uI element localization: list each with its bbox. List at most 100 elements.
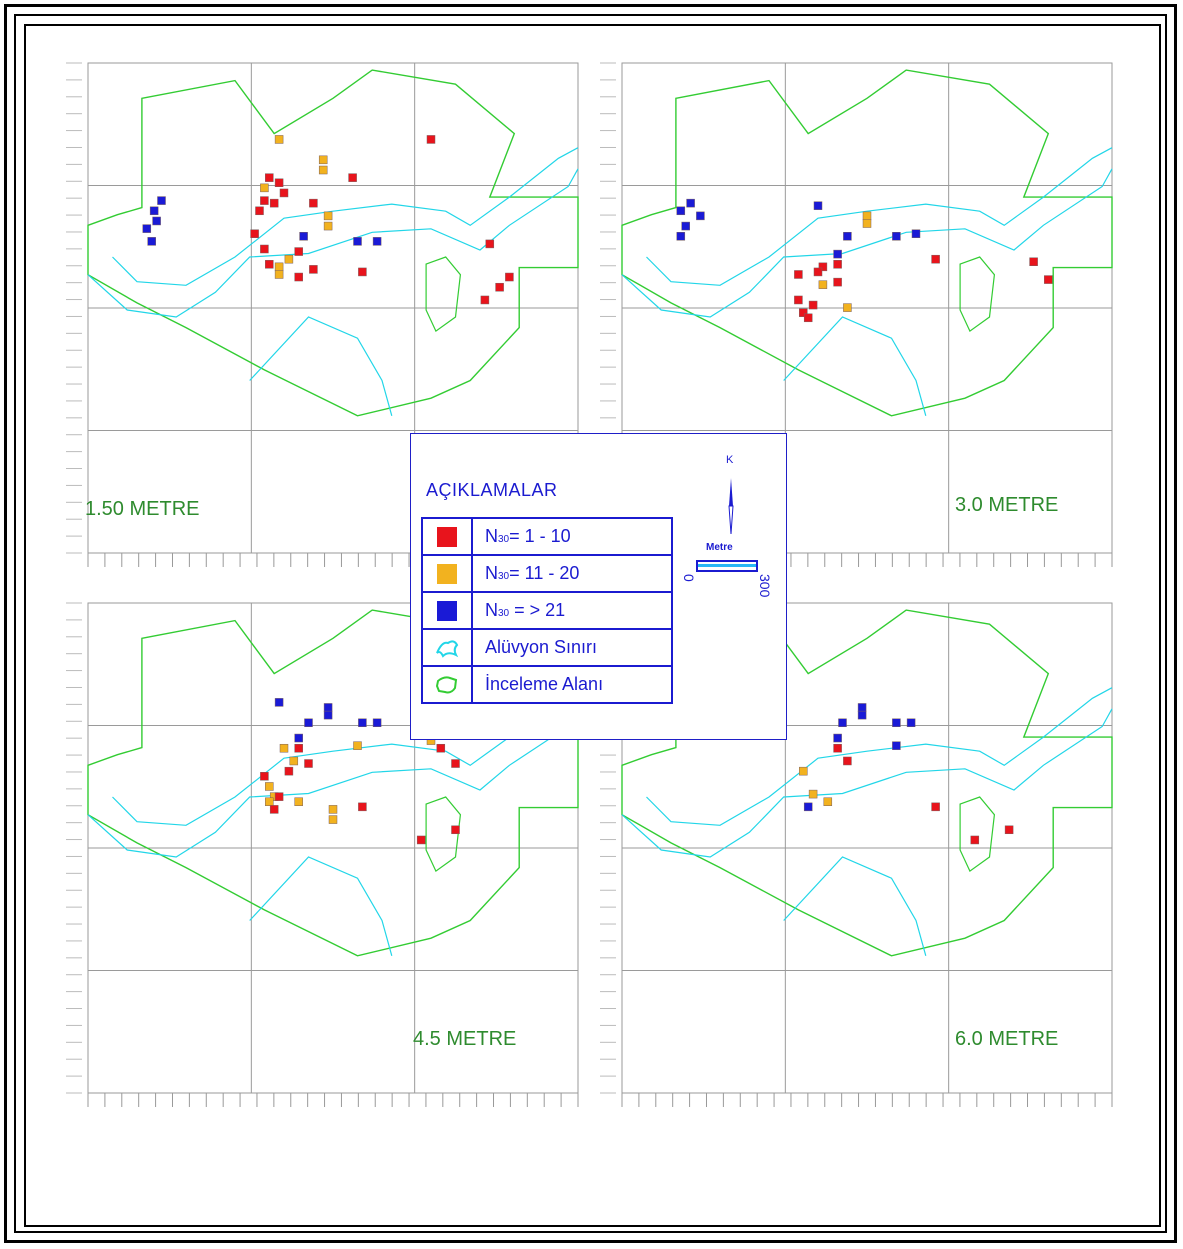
spt-point-low — [260, 196, 269, 205]
spt-point-high — [274, 698, 284, 707]
alluvium-boundary — [783, 856, 927, 956]
alluvium-boundary — [249, 856, 393, 956]
spt-point-low — [803, 313, 813, 323]
spt-point-low — [1044, 275, 1053, 284]
spt-point-low — [843, 756, 852, 766]
legend-item-mid: N30= 11 - 20 — [423, 554, 671, 591]
alluvium-boundary — [87, 168, 579, 318]
spt-point-high — [838, 718, 847, 728]
alluvium-boundary — [621, 708, 1113, 858]
spt-point-mid — [843, 303, 852, 312]
scale-bar — [696, 560, 758, 572]
spt-point-high — [323, 710, 333, 720]
spt-point-high — [142, 224, 152, 233]
spt-point-low — [265, 260, 274, 269]
spt-point-high — [857, 710, 867, 720]
spt-point-low — [485, 239, 495, 249]
spt-point-high — [833, 733, 842, 743]
spt-point-low — [1029, 257, 1038, 266]
scale-end: 300 — [757, 574, 773, 598]
spt-point-high — [686, 198, 695, 208]
spt-point-low — [970, 835, 980, 845]
spt-point-high — [299, 232, 308, 241]
spt-point-mid — [323, 221, 333, 231]
spt-point-low — [255, 206, 264, 216]
spt-point-low — [495, 282, 504, 292]
spt-point-high — [843, 232, 852, 241]
spt-point-high — [892, 232, 901, 241]
spt-point-low — [931, 802, 940, 812]
depth-label: 4.5 METRE — [413, 1028, 516, 1050]
spt-point-low — [799, 308, 808, 317]
legend-item-high: N30 = > 21 — [423, 591, 671, 628]
alluvium-boundary — [249, 316, 393, 416]
spt-point-low — [348, 173, 357, 182]
spt-point-low — [274, 792, 284, 801]
spt-point-low — [269, 198, 279, 208]
spt-point-low — [250, 229, 259, 238]
spt-point-high — [372, 237, 382, 246]
spt-point-high — [147, 237, 156, 246]
spt-point-mid — [279, 743, 289, 753]
spt-point-low — [304, 759, 313, 768]
spt-point-high — [149, 206, 159, 216]
spt-point-mid — [265, 797, 274, 806]
spt-point-high — [304, 718, 313, 728]
spt-point-low — [931, 254, 940, 264]
spt-point-mid — [353, 741, 362, 750]
spt-point-low — [260, 244, 269, 254]
spt-point-low — [260, 772, 269, 781]
legend-table: N30= 1 - 10 N30= 11 - 20 N30 = > 21 Alüv… — [421, 517, 673, 704]
alluvium-boundary — [621, 168, 1113, 318]
spt-point-mid — [318, 155, 328, 165]
spt-point-high — [857, 703, 867, 712]
spt-point-low — [309, 265, 318, 274]
alluvium-boundary — [646, 147, 1113, 286]
inner-frame — [24, 24, 1161, 1227]
spt-point-low — [436, 743, 446, 753]
study-area-boundary — [87, 69, 579, 417]
spt-point-low — [284, 766, 294, 776]
spt-point-high — [911, 229, 921, 238]
spt-point-high — [906, 718, 916, 728]
lake-outline — [959, 796, 996, 873]
spt-point-high — [803, 802, 813, 812]
spt-point-low — [269, 805, 279, 814]
spt-point-low — [505, 272, 514, 282]
outer-frame — [4, 4, 1177, 1243]
spt-point-low — [294, 247, 303, 256]
spt-point-high — [813, 201, 823, 210]
spt-point-low — [294, 272, 303, 282]
spt-point-low — [416, 835, 426, 845]
spt-point-high — [353, 237, 362, 246]
depth-label: 6.0 METRE — [955, 1028, 1058, 1050]
spt-point-low — [279, 188, 289, 198]
alluvium-boundary — [783, 316, 927, 416]
lake-outline — [425, 256, 462, 333]
north-label: K — [726, 454, 734, 466]
alluvium-icon — [436, 639, 459, 658]
scale-start: 0 — [681, 574, 697, 582]
legend-item-low: N30= 1 - 10 — [423, 519, 671, 554]
map-panel-p1: 1.50 METRE — [66, 62, 579, 567]
spt-point-high — [681, 221, 690, 231]
study-area-icon — [435, 675, 458, 693]
spt-point-high — [833, 249, 842, 259]
spt-point-mid — [808, 789, 818, 799]
spt-point-high — [294, 733, 303, 743]
spt-point-low — [309, 198, 318, 208]
scale-unit: Metre — [706, 542, 733, 553]
legend-title: AÇIKLAMALAR — [426, 480, 558, 500]
spt-point-mid — [289, 756, 299, 766]
spt-point-mid — [274, 262, 284, 272]
spt-point-low — [833, 260, 842, 269]
spt-point-mid — [823, 797, 833, 806]
spt-point-low — [426, 135, 436, 144]
legend-box: AÇIKLAMALAR N30= 1 - 10 N30= 11 - 20 N30… — [410, 433, 787, 740]
spt-point-mid — [274, 270, 284, 279]
legend-item-alluvium: Alüvyon Sınırı — [423, 628, 671, 665]
spt-point-low — [451, 825, 460, 835]
depth-label: 3.0 METRE — [955, 494, 1058, 516]
north-arrow-icon — [728, 478, 734, 535]
lake-outline — [425, 796, 462, 873]
